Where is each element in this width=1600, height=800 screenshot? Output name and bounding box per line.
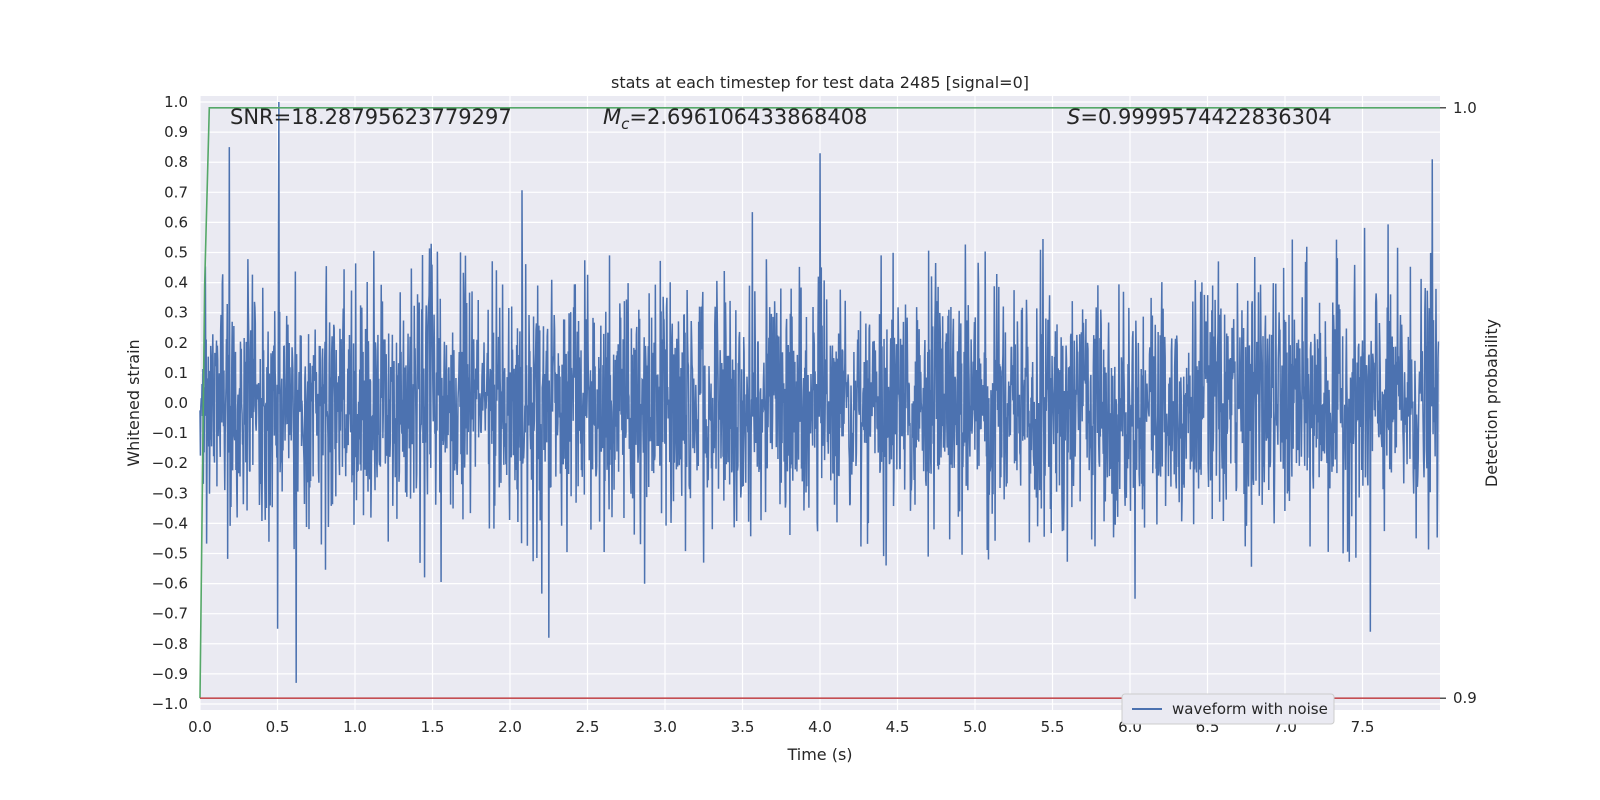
snr-annotation: SNR=18.28795623779297	[230, 105, 512, 129]
chirp-mass-symbol: M	[603, 105, 621, 129]
y-tick-label: −0.3	[152, 484, 188, 502]
detection-probability-line	[199, 107, 1440, 699]
y-tick-label: 0.2	[164, 334, 188, 352]
x-tick-label: 5.0	[963, 718, 987, 736]
x-tick-label: 4.0	[808, 718, 832, 736]
x-tick-label: 3.0	[653, 718, 677, 736]
y-axis-right-label: Detection probability	[1482, 319, 1501, 487]
legend: waveform with noise	[1121, 693, 1335, 725]
y-tick-label: −0.5	[152, 544, 188, 562]
y-tick-label: 0.7	[164, 183, 188, 201]
y-tick-label: 0.0	[164, 394, 188, 412]
axes: 0.0 0.5 1.0 1.5 2.0 2.5 3.0 3.5 4.0 4.5 5.0 5.5 6.0 6…	[152, 93, 1477, 736]
x-tick-label: 0.0	[188, 718, 212, 736]
y-axis-label: Whitened strain	[124, 339, 143, 466]
y-tick-label: 0.9	[164, 123, 188, 141]
y-right-tick-label: 0.9	[1453, 689, 1477, 707]
y-tick-label: 0.4	[164, 274, 188, 292]
y-tick-label: −0.4	[152, 514, 188, 532]
x-tick-label: 1.0	[343, 718, 367, 736]
y-tick-label: 0.5	[164, 244, 188, 262]
y-tick-label: −0.1	[152, 424, 188, 442]
x-tick-label: 7.5	[1351, 718, 1375, 736]
y-tick-label: −0.2	[152, 454, 188, 472]
chirp-mass-value: =2.696106433868408	[629, 105, 867, 129]
score-value: =0.9999574422836304	[1080, 105, 1331, 129]
y-tick-label: −0.9	[152, 665, 188, 683]
waveform-line	[199, 102, 1440, 683]
chirp-mass-annotation: Mc=2.696106433868408	[603, 105, 867, 133]
x-tick-label: 3.5	[731, 718, 755, 736]
chirp-mass-subscript: c	[621, 115, 630, 133]
x-axis-label: Time (s)	[786, 745, 852, 764]
legend-label: waveform with noise	[1172, 700, 1328, 718]
y-tick-label: 0.1	[164, 364, 188, 382]
y-tick-label: −0.7	[152, 605, 188, 623]
y-right-tick-label: 1.0	[1453, 99, 1477, 117]
y-tick-label: −0.6	[152, 575, 188, 593]
y-tick-label: −0.8	[152, 635, 188, 653]
y-tick-label: 0.8	[164, 153, 188, 171]
x-tick-label: 2.0	[498, 718, 522, 736]
y-tick-label: 0.6	[164, 213, 188, 231]
x-tick-label: 5.5	[1041, 718, 1065, 736]
x-tick-label: 4.5	[886, 718, 910, 736]
x-tick-label: 0.5	[266, 718, 290, 736]
score-annotation: S=0.9999574422836304	[1067, 105, 1332, 129]
y-tick-label: 0.3	[164, 304, 188, 322]
y-tick-label: −1.0	[152, 695, 188, 713]
x-tick-label: 2.5	[576, 718, 600, 736]
chart-title: stats at each timestep for test data 248…	[611, 73, 1029, 92]
y-tick-label: 1.0	[164, 93, 188, 111]
score-symbol: S	[1067, 105, 1080, 129]
x-tick-label: 1.5	[421, 718, 445, 736]
legend-box	[1121, 693, 1335, 725]
